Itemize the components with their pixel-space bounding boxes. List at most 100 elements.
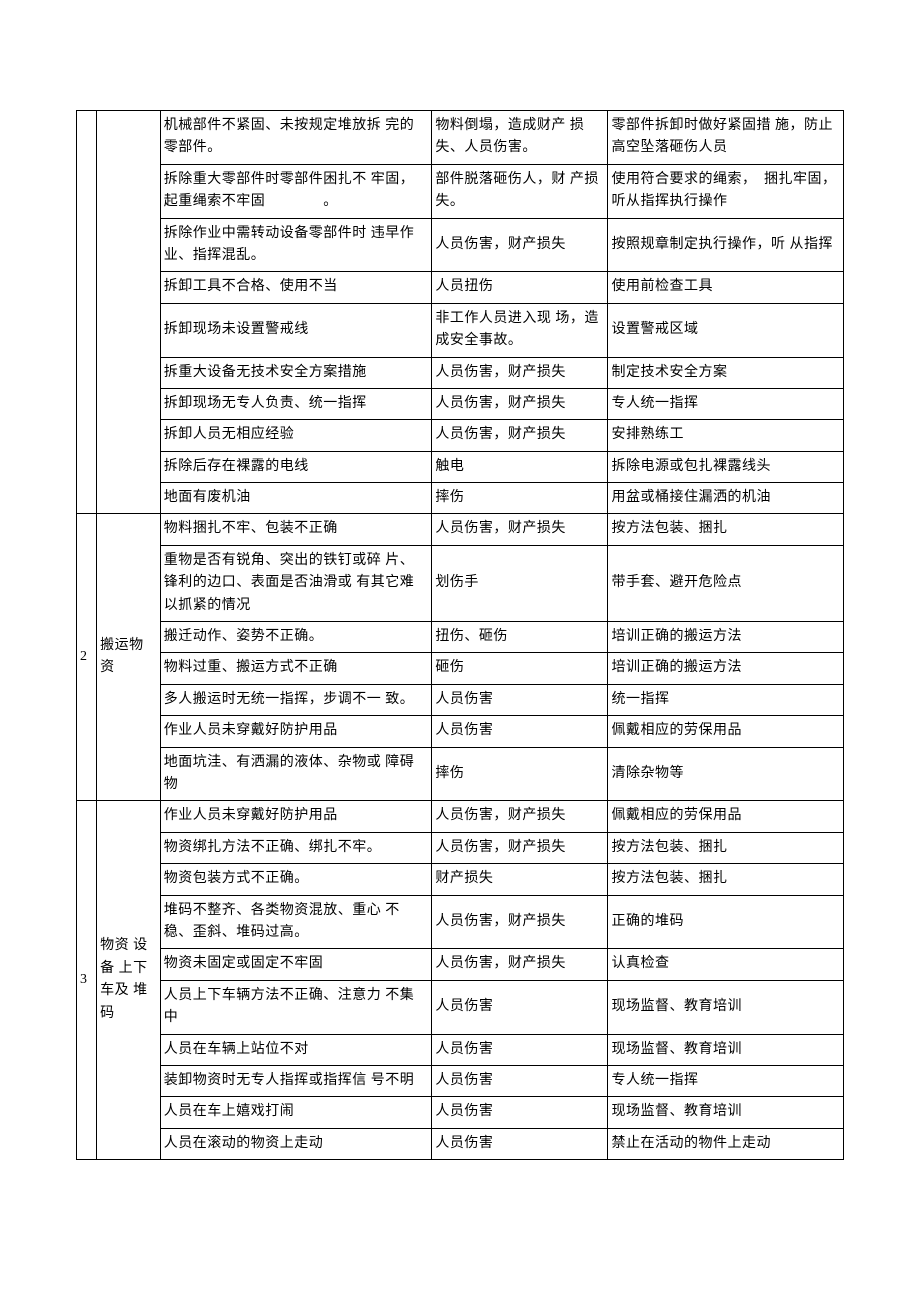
measure-cell: 正确的堆码	[608, 895, 844, 949]
table-row: 拆重大设备无技术安全方案措施人员伤害，财产损失制定技术安全方案	[77, 357, 844, 388]
hazard-cell: 拆卸工具不合格、使用不当	[160, 272, 432, 303]
measure-cell: 培训正确的搬运方法	[608, 653, 844, 684]
table-row: 拆卸人员无相应经验人员伤害，财产损失安排熟练工	[77, 420, 844, 451]
hazard-cell: 机械部件不紧固、未按规定堆放拆 完的零部件。	[160, 111, 432, 165]
table-row: 拆卸现场未设置警戒线非工作人员进入现 场，造成安全事故。设置警戒区域	[77, 303, 844, 357]
hazard-cell: 拆卸人员无相应经验	[160, 420, 432, 451]
table-row: 地面坑洼、有洒漏的液体、杂物或 障碍物摔伤清除杂物等	[77, 747, 844, 801]
measure-cell: 安排熟练工	[608, 420, 844, 451]
hazard-cell: 拆除重大零部件时零部件困扎不 牢固，起重绳索不牢固 。	[160, 164, 432, 218]
section-index: 3	[77, 801, 97, 1160]
hazard-cell: 人员在滚动的物资上走动	[160, 1128, 432, 1159]
measure-cell: 专人统一指挥	[608, 1065, 844, 1096]
result-cell: 扭伤、砸伤	[432, 622, 608, 653]
measure-cell: 现场监督、教育培训	[608, 1034, 844, 1065]
hazard-cell: 拆卸现场未设置警戒线	[160, 303, 432, 357]
result-cell: 人员伤害	[432, 716, 608, 747]
measure-cell: 专人统一指挥	[608, 388, 844, 419]
table-row: 人员上下车辆方法不正确、注意力 不集中人员伤害现场监督、教育培训	[77, 980, 844, 1034]
hazard-cell: 搬迁动作、姿势不正确。	[160, 622, 432, 653]
result-cell: 财产损失	[432, 864, 608, 895]
table-row: 人员在滚动的物资上走动人员伤害禁止在活动的物件上走动	[77, 1128, 844, 1159]
table-row: 3物资 设备 上下车及 堆码作业人员未穿戴好防护用品人员伤害，财产损失佩戴相应的…	[77, 801, 844, 832]
measure-cell: 设置警戒区域	[608, 303, 844, 357]
result-cell: 摔伤	[432, 483, 608, 514]
hazard-cell: 拆除后存在裸露的电线	[160, 451, 432, 482]
hazard-cell: 拆除作业中需转动设备零部件时 违早作业、指挥混乱。	[160, 218, 432, 272]
table-row: 物资包装方式不正确。财产损失按方法包装、捆扎	[77, 864, 844, 895]
table-row: 堆码不整齐、各类物资混放、重心 不稳、歪斜、堆码过高。人员伤害，财产损失正确的堆…	[77, 895, 844, 949]
section-index: 2	[77, 514, 97, 801]
hazard-cell: 拆卸现场无专人负责、统一指挥	[160, 388, 432, 419]
hazard-cell: 作业人员未穿戴好防护用品	[160, 716, 432, 747]
result-cell: 人员伤害，财产损失	[432, 801, 608, 832]
measure-cell: 带手套、避开危险点	[608, 545, 844, 621]
measure-cell: 使用符合要求的绳索， 捆扎牢固，听从指挥执行操作	[608, 164, 844, 218]
result-cell: 人员伤害	[432, 1097, 608, 1128]
result-cell: 人员伤害	[432, 1128, 608, 1159]
measure-cell: 按方法包装、捆扎	[608, 864, 844, 895]
table-row: 拆除后存在裸露的电线触电拆除电源或包扎裸露线头	[77, 451, 844, 482]
hazard-cell: 人员在车上嬉戏打闹	[160, 1097, 432, 1128]
measure-cell: 清除杂物等	[608, 747, 844, 801]
table-row: 物料过重、搬运方式不正确砸伤培训正确的搬运方法	[77, 653, 844, 684]
measure-cell: 按方法包装、捆扎	[608, 832, 844, 863]
section-category: 物资 设备 上下车及 堆码	[97, 801, 161, 1160]
hazard-cell: 作业人员未穿戴好防护用品	[160, 801, 432, 832]
table-row: 人员在车上嬉戏打闹人员伤害现场监督、教育培训	[77, 1097, 844, 1128]
result-cell: 人员伤害	[432, 1034, 608, 1065]
hazard-table: 机械部件不紧固、未按规定堆放拆 完的零部件。物料倒塌，造成财产 损失、人员伤害。…	[76, 110, 844, 1160]
result-cell: 人员扭伤	[432, 272, 608, 303]
measure-cell: 统一指挥	[608, 684, 844, 715]
measure-cell: 拆除电源或包扎裸露线头	[608, 451, 844, 482]
measure-cell: 使用前检查工具	[608, 272, 844, 303]
hazard-cell: 物资绑扎方法不正确、绑扎不牢。	[160, 832, 432, 863]
measure-cell: 现场监督、教育培训	[608, 1097, 844, 1128]
result-cell: 人员伤害，财产损失	[432, 514, 608, 545]
hazard-cell: 拆重大设备无技术安全方案措施	[160, 357, 432, 388]
result-cell: 人员伤害，财产损失	[432, 832, 608, 863]
measure-cell: 按照规章制定执行操作，听 从指挥	[608, 218, 844, 272]
table-row: 多人搬运时无统一指挥，步调不一 致。人员伤害统一指挥	[77, 684, 844, 715]
result-cell: 人员伤害，财产损失	[432, 357, 608, 388]
measure-cell: 佩戴相应的劳保用品	[608, 801, 844, 832]
table-row: 物资绑扎方法不正确、绑扎不牢。人员伤害，财产损失按方法包装、捆扎	[77, 832, 844, 863]
hazard-cell: 堆码不整齐、各类物资混放、重心 不稳、歪斜、堆码过高。	[160, 895, 432, 949]
measure-cell: 零部件拆卸时做好紧固措 施，防止高空坠落砸伤人员	[608, 111, 844, 165]
measure-cell: 用盆或桶接住漏洒的机油	[608, 483, 844, 514]
table-row: 拆卸工具不合格、使用不当人员扭伤使用前检查工具	[77, 272, 844, 303]
table-row: 装卸物资时无专人指挥或指挥信 号不明人员伤害专人统一指挥	[77, 1065, 844, 1096]
table-row: 作业人员未穿戴好防护用品人员伤害佩戴相应的劳保用品	[77, 716, 844, 747]
table-row: 物资未固定或固定不牢固人员伤害，财产损失认真检查	[77, 949, 844, 980]
result-cell: 非工作人员进入现 场，造成安全事故。	[432, 303, 608, 357]
measure-cell: 现场监督、教育培训	[608, 980, 844, 1034]
result-cell: 人员伤害，财产损失	[432, 949, 608, 980]
result-cell: 摔伤	[432, 747, 608, 801]
hazard-cell: 多人搬运时无统一指挥，步调不一 致。	[160, 684, 432, 715]
table-row: 拆除重大零部件时零部件困扎不 牢固，起重绳索不牢固 。部件脱落砸伤人，财 产损失…	[77, 164, 844, 218]
result-cell: 砸伤	[432, 653, 608, 684]
measure-cell: 禁止在活动的物件上走动	[608, 1128, 844, 1159]
result-cell: 人员伤害	[432, 684, 608, 715]
hazard-cell: 物料捆扎不牢、包装不正确	[160, 514, 432, 545]
result-cell: 人员伤害	[432, 1065, 608, 1096]
section-index	[77, 111, 97, 514]
hazard-cell: 物资未固定或固定不牢固	[160, 949, 432, 980]
result-cell: 触电	[432, 451, 608, 482]
result-cell: 人员伤害，财产损失	[432, 420, 608, 451]
hazard-cell: 人员在车辆上站位不对	[160, 1034, 432, 1065]
hazard-cell: 物料过重、搬运方式不正确	[160, 653, 432, 684]
table-row: 机械部件不紧固、未按规定堆放拆 完的零部件。物料倒塌，造成财产 损失、人员伤害。…	[77, 111, 844, 165]
measure-cell: 按方法包装、捆扎	[608, 514, 844, 545]
table-row: 搬迁动作、姿势不正确。扭伤、砸伤培训正确的搬运方法	[77, 622, 844, 653]
table-row: 重物是否有锐角、突出的铁钉或碎 片、锋利的边口、表面是否油滑或 有其它难以抓紧的…	[77, 545, 844, 621]
section-category	[97, 111, 161, 514]
measure-cell: 佩戴相应的劳保用品	[608, 716, 844, 747]
result-cell: 人员伤害，财产损失	[432, 388, 608, 419]
table-row: 拆卸现场无专人负责、统一指挥人员伤害，财产损失专人统一指挥	[77, 388, 844, 419]
measure-cell: 培训正确的搬运方法	[608, 622, 844, 653]
hazard-cell: 物资包装方式不正确。	[160, 864, 432, 895]
result-cell: 人员伤害，财产损失	[432, 895, 608, 949]
result-cell: 划伤手	[432, 545, 608, 621]
hazard-cell: 地面有废机油	[160, 483, 432, 514]
